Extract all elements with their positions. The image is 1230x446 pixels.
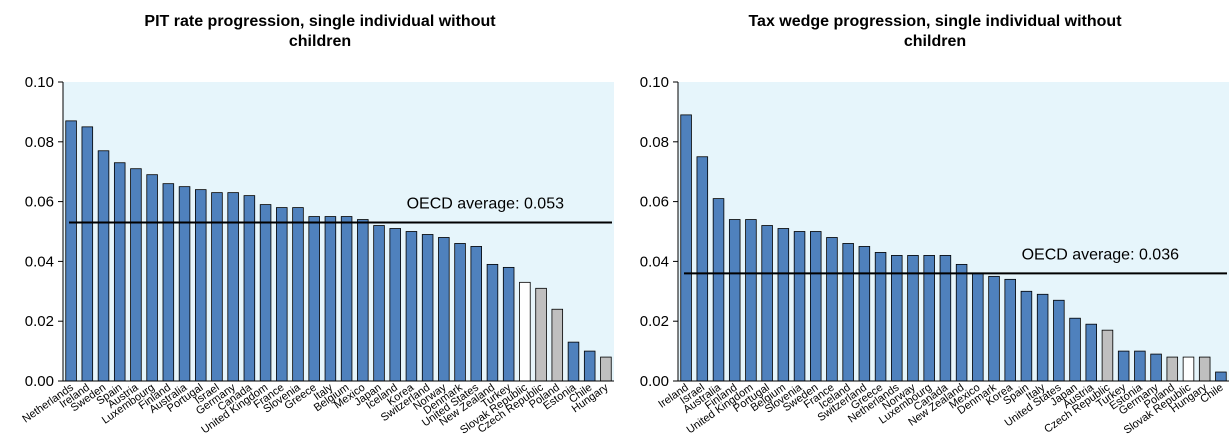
y-tick-label: 0.04 [640, 253, 669, 270]
bar [97, 150, 110, 382]
y-tick-label: 0.00 [640, 373, 669, 390]
bar [551, 308, 564, 382]
bar [454, 243, 466, 382]
y-tick-label: 0.02 [25, 313, 54, 330]
bar [373, 225, 385, 382]
bar [389, 228, 401, 382]
bar [858, 246, 871, 382]
bar [988, 275, 1000, 382]
bar [130, 168, 142, 382]
bar [324, 216, 337, 382]
bar [162, 183, 175, 382]
bar [1101, 329, 1114, 382]
chart-panel-right: Tax wedge progression, single individual… [615, 0, 1230, 446]
bar [421, 234, 434, 382]
bar [405, 231, 418, 382]
bar [1053, 299, 1065, 382]
bar [113, 162, 126, 382]
y-tick-label: 0.08 [640, 134, 669, 151]
bar [486, 263, 499, 382]
bar [1036, 293, 1049, 382]
y-tick-label: 0.00 [25, 373, 54, 390]
bar [696, 156, 709, 382]
y-tick-label: 0.08 [25, 134, 54, 151]
average-label: OECD average: 0.036 [1022, 246, 1180, 263]
bar [81, 126, 94, 382]
bar-chart-tax-wedge: 0.000.020.040.060.080.10IrelandIsraelAus… [640, 74, 1229, 437]
bar [793, 231, 806, 382]
bar [567, 341, 580, 382]
bar [874, 252, 887, 382]
bar [1198, 356, 1211, 382]
bar [600, 356, 612, 382]
bar [955, 263, 968, 382]
bar [227, 192, 239, 382]
bar [1182, 356, 1195, 382]
bar [761, 225, 773, 382]
bar [1150, 353, 1162, 382]
bar [810, 231, 822, 382]
bar [826, 237, 838, 382]
bar [502, 266, 515, 382]
bar [745, 219, 757, 382]
bar [292, 207, 304, 382]
chart-title: Tax wedge progression, single individual… [748, 13, 1122, 50]
bar [972, 272, 984, 382]
bar [1004, 278, 1016, 382]
bar-chart-pit: 0.000.020.040.060.080.10NetherlandsIrela… [20, 74, 614, 437]
bar [357, 219, 369, 382]
y-tick-label: 0.06 [25, 194, 54, 211]
bar [211, 192, 223, 382]
bar [438, 237, 450, 382]
chart-title: PIT rate progression, single individual … [144, 13, 496, 50]
y-tick-label: 0.06 [640, 194, 669, 211]
chart-panel-left: PIT rate progression, single individual … [20, 13, 614, 437]
y-tick-label: 0.02 [640, 313, 669, 330]
average-label: OECD average: 0.053 [407, 196, 565, 213]
bar [340, 216, 353, 382]
bar [535, 287, 547, 382]
bar [842, 243, 854, 382]
bar [1069, 317, 1081, 382]
bar [178, 186, 191, 382]
bar [276, 207, 288, 382]
plot-area [63, 82, 614, 381]
bar [519, 281, 531, 382]
bar [470, 246, 482, 382]
y-tick-label: 0.04 [25, 253, 54, 270]
bar [65, 120, 77, 382]
bar [728, 219, 741, 382]
bar [1085, 323, 1097, 382]
y-tick-label: 0.10 [25, 74, 54, 91]
bar [1215, 371, 1227, 382]
bar [583, 350, 596, 382]
bar [308, 216, 320, 382]
bar [1117, 350, 1130, 382]
bar [712, 198, 725, 382]
bar [146, 174, 158, 382]
bar [680, 114, 692, 382]
bar [1166, 356, 1179, 382]
y-tick-label: 0.10 [640, 74, 669, 91]
bar [1020, 290, 1033, 382]
bar [195, 189, 207, 382]
bar [777, 228, 790, 382]
plot-area [678, 82, 1229, 381]
bar [259, 204, 272, 382]
bar [1134, 350, 1146, 382]
